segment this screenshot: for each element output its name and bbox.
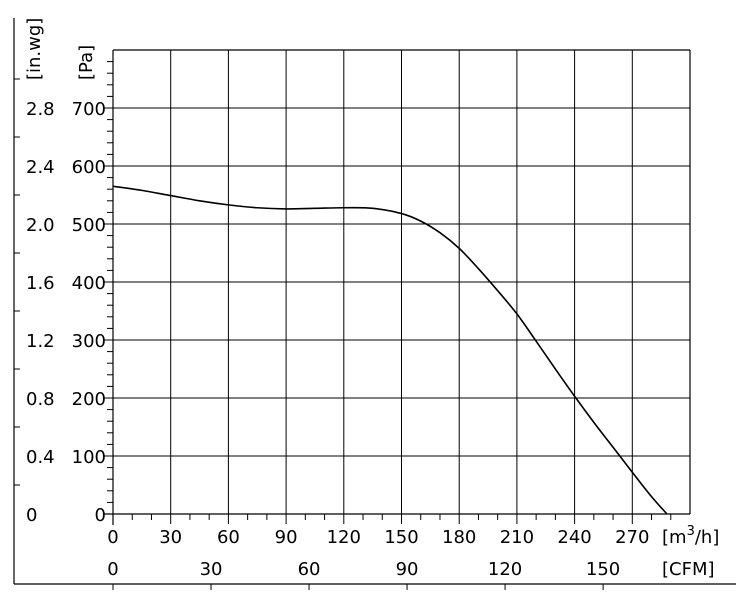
y-tick-label-inwg: 1.2 (26, 331, 55, 352)
y-tick-labels-pa: 0 100 200 300 400 500 600 700 (72, 99, 106, 526)
y-tick-label-inwg: 0.4 (26, 447, 55, 468)
y-tick-label-pa: 500 (72, 215, 106, 236)
x-tick-label-m3h: 90 (275, 527, 298, 548)
x-tick-label-cfm: 150 (586, 559, 620, 580)
y-tick-label-pa: 400 (72, 273, 106, 294)
y-tick-label-inwg: 2.0 (26, 215, 55, 236)
x-tick-label-m3h: 180 (442, 527, 476, 548)
y-tick-label-inwg: 1.6 (26, 273, 55, 294)
y-tick-label-pa: 600 (72, 157, 106, 178)
minor-ticks (14, 61, 672, 524)
y-tick-label-inwg: 2.4 (26, 157, 55, 178)
x-tick-label-m3h: 120 (327, 527, 361, 548)
x-tick-label-m3h: 0 (107, 527, 118, 548)
y-tick-label-inwg: 0.8 (26, 389, 55, 410)
x-tick-label-m3h: 210 (500, 527, 534, 548)
y-tick-label-pa: 100 (72, 447, 106, 468)
x-tick-label-m3h: 30 (159, 527, 182, 548)
x-axis-unit-m3h: [m3/h] (662, 524, 719, 548)
x-axis-unit-m3h-suffix: /h] (695, 527, 720, 548)
y-tick-label-pa: 300 (72, 331, 106, 352)
x-tick-labels-cfm: 0 30 60 90 120 150 (107, 559, 620, 590)
y-tick-labels-inwg: 0 0.4 0.8 1.2 1.6 2.0 2.4 2.8 (26, 99, 55, 526)
y-tick-label-inwg: 2.8 (26, 99, 55, 120)
x-axis-unit-m3h-prefix: [m (662, 527, 687, 548)
axis-frame (13, 18, 736, 585)
x-axis-unit-m3h-sup: 3 (687, 524, 695, 539)
y-axis-unit-inwg: [in.wg] (24, 18, 45, 80)
x-tick-label-cfm: 120 (488, 559, 522, 580)
x-tick-labels-m3h: 0 30 60 90 120 150 180 210 240 270 (107, 527, 649, 548)
y-axis-unit-pa: [Pa] (76, 45, 97, 80)
y-tick-label-pa: 700 (72, 99, 106, 120)
performance-curve (112, 185, 668, 515)
y-tick-label-pa: 200 (72, 389, 106, 410)
x-tick-label-m3h: 240 (557, 527, 591, 548)
y-tick-label-pa: 0 (95, 505, 106, 526)
x-tick-label-cfm: 30 (200, 559, 223, 580)
x-tick-label-m3h: 60 (217, 527, 240, 548)
x-tick-label-cfm: 0 (107, 559, 118, 580)
x-tick-label-cfm: 90 (396, 559, 419, 580)
x-axis-unit-cfm: [CFM] (662, 559, 715, 580)
series-group (112, 185, 668, 515)
y-tick-label-inwg: 0 (26, 505, 37, 526)
x-tick-label-m3h: 150 (384, 527, 418, 548)
x-tick-label-cfm: 60 (298, 559, 321, 580)
grid (113, 50, 690, 514)
x-tick-label-m3h: 270 (615, 527, 649, 548)
